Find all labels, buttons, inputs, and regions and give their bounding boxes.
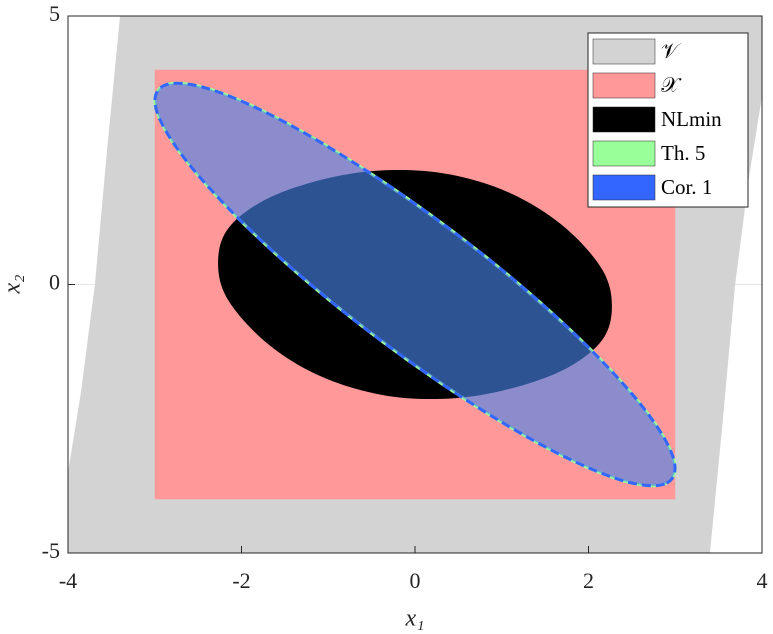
y-tick-label: -5 xyxy=(42,538,60,563)
legend-swatch xyxy=(592,106,656,133)
legend-label: Th. 5 xyxy=(661,141,705,165)
x-tick-label: -4 xyxy=(59,568,77,593)
legend-swatch xyxy=(592,72,656,99)
x-tick-label: 0 xyxy=(410,568,421,593)
x-tick-label: 4 xyxy=(757,568,768,593)
x-tick-label: 2 xyxy=(583,568,594,593)
y-tick-label: 5 xyxy=(49,1,60,26)
legend-label: NLmin xyxy=(661,107,722,131)
legend-swatch xyxy=(592,38,656,65)
legend-label: Cor. 1 xyxy=(661,175,712,199)
y-axis-label: x₂ xyxy=(0,275,26,295)
legend-swatch xyxy=(592,140,656,167)
x-axis-label: x₁ xyxy=(405,606,425,632)
legend: 𝒱𝒳 NLmin Th. 5 Cor. 1 xyxy=(587,32,749,208)
x-tick-label: -2 xyxy=(232,568,250,593)
legend-label: 𝒱 xyxy=(661,39,682,63)
legend-swatch xyxy=(592,174,656,201)
region xyxy=(153,81,677,488)
y-tick-label: 0 xyxy=(49,270,60,295)
legend-label: 𝒳 xyxy=(661,73,682,97)
